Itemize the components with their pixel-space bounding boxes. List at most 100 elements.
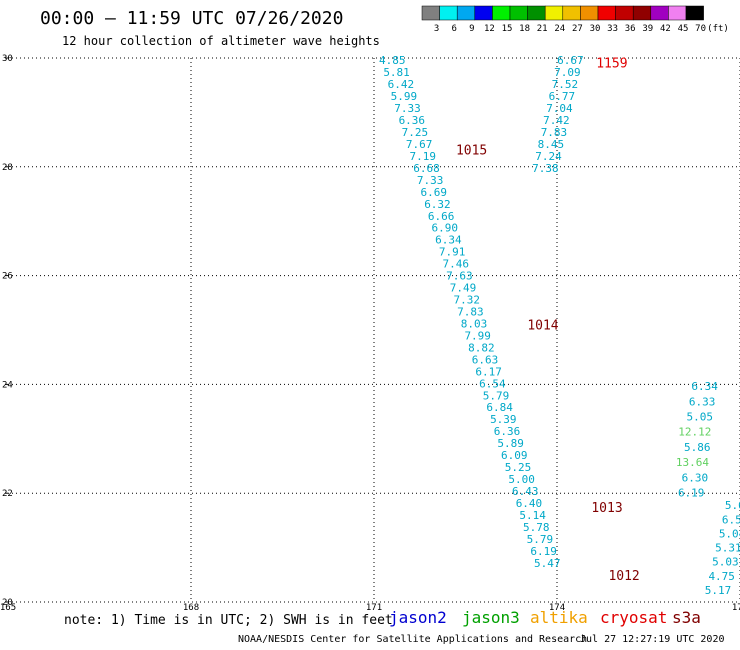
- footer-note: note: 1) Time is in UTC; 2) SWH is in fe…: [64, 613, 393, 628]
- pass-time-label: 1015: [456, 143, 487, 158]
- wave-height-value: 6.19: [678, 487, 705, 500]
- legend-value: 42: [660, 24, 671, 34]
- legend-value: 45: [678, 24, 689, 34]
- wave-height-value: 6.69: [421, 186, 448, 199]
- map-subtitle: 12 hour collection of altimeter wave hei…: [62, 34, 380, 48]
- x-tick-label: 168: [183, 603, 199, 613]
- wave-height-value: 4.85: [379, 54, 406, 67]
- wave-height-value: 6.17: [475, 365, 502, 378]
- wave-height-value: 5.89: [497, 437, 524, 450]
- wave-height-value: 6.53: [722, 513, 740, 526]
- wave-height-value: 7.04: [546, 102, 573, 115]
- credit-text: NOAA/NESDIS Center for Satellite Applica…: [238, 634, 588, 645]
- wave-height-value: 7.63: [446, 270, 473, 283]
- wave-height-value: 7.09: [554, 66, 581, 79]
- wave-height-value: 4.75: [708, 570, 735, 583]
- wave-height-value: 7.99: [464, 329, 491, 342]
- y-tick-label: 20: [2, 598, 13, 608]
- legend-swatch: [474, 5, 493, 21]
- legend-swatch: [421, 5, 440, 21]
- wave-height-value: 5.61: [725, 499, 740, 512]
- wave-height-value: 6.77: [549, 90, 576, 103]
- y-tick-label: 24: [2, 380, 13, 390]
- timestamp-text: Jul 27 12:27:19 UTC 2020: [580, 634, 725, 645]
- legend-swatch: [544, 5, 564, 21]
- pass-time-label: 1014: [527, 319, 558, 334]
- wave-height-value: 6.40: [516, 497, 543, 510]
- wave-height-value: 5.81: [383, 66, 410, 79]
- wave-height-value: 6.67: [557, 54, 584, 67]
- wave-height-value: 7.49: [450, 282, 477, 295]
- wave-height-value: 13.64: [676, 456, 709, 469]
- legend-value: 70: [695, 24, 706, 34]
- legend-swatch: [527, 5, 546, 21]
- wave-height-value: 6.36: [494, 425, 521, 438]
- legend-cryosat: cryosat: [600, 608, 668, 627]
- legend-unit: (ft): [707, 24, 729, 34]
- pass-time-label: 1159: [596, 56, 627, 71]
- wave-height-value: 6.68: [413, 162, 440, 175]
- legend-swatch: [668, 5, 687, 21]
- legend-value: 6: [451, 24, 456, 34]
- x-tick-label: 177: [732, 603, 740, 613]
- wave-height-value: 6.19: [530, 545, 557, 558]
- wave-height-value: 6.42: [388, 78, 415, 91]
- legend-jason3: jason3: [462, 608, 520, 627]
- wave-height-value: 6.33: [689, 395, 716, 408]
- wave-height-value: 6.43: [512, 485, 539, 498]
- wave-height-value: 6.36: [399, 114, 426, 127]
- legend-value: 12: [484, 24, 495, 34]
- wave-height-value: 5.79: [483, 389, 510, 402]
- y-tick-label: 22: [2, 489, 13, 499]
- wave-height-value: 6.09: [501, 449, 528, 462]
- legend-swatch: [580, 5, 599, 21]
- wave-height-value: 6.34: [435, 234, 462, 247]
- wave-height-value: 7.67: [406, 138, 433, 151]
- wave-height-value: 5.17: [705, 584, 732, 597]
- wave-height-value: 5.79: [527, 533, 554, 546]
- wave-height-value: 5.47: [534, 557, 561, 570]
- wave-height-value: 5.05: [686, 410, 713, 423]
- legend-value: 21: [537, 24, 548, 34]
- legend-swatch: [615, 5, 634, 21]
- legend-swatch: [439, 5, 458, 21]
- wave-height-value: 5.86: [684, 441, 711, 454]
- legend-swatch: [685, 5, 704, 21]
- wave-height-value: 6.54: [479, 377, 506, 390]
- legend-swatch: [456, 5, 476, 21]
- x-tick-label: 171: [366, 603, 382, 613]
- wave-height-value: 7.33: [417, 174, 444, 187]
- wave-height-value: 5.00: [508, 473, 535, 486]
- legend-altika: altika: [530, 608, 588, 627]
- wave-height-value: 5.78: [523, 521, 550, 534]
- wave-height-value: 6.90: [432, 222, 459, 235]
- x-tick-label: 174: [549, 603, 565, 613]
- legend-swatch: [632, 5, 652, 21]
- legend-swatch: [509, 5, 528, 21]
- wave-height-value: 5.14: [519, 509, 546, 522]
- legend-swatch: [492, 5, 511, 21]
- legend-value: 39: [642, 24, 653, 34]
- wave-height-value: 7.46: [442, 258, 469, 271]
- wave-height-value: 7.52: [552, 78, 579, 91]
- legend-value: 24: [554, 24, 565, 34]
- wave-height-value: 6.34: [691, 380, 718, 393]
- legend-value: 3: [434, 24, 439, 34]
- wave-height-value: 8.82: [468, 341, 495, 354]
- wave-height-value: 5.31: [715, 542, 740, 555]
- legend-value: 36: [625, 24, 636, 34]
- wave-height-value: 7.25: [402, 126, 429, 139]
- legend-value: 33: [607, 24, 618, 34]
- wave-height-value: 6.66: [428, 210, 455, 223]
- legend-value: 27: [572, 24, 583, 34]
- wave-height-value: 7.83: [457, 306, 484, 319]
- wave-height-value: 5.99: [391, 90, 418, 103]
- legend-value: 30: [590, 24, 601, 34]
- wave-height-value: 7.83: [541, 126, 568, 139]
- legend-s3a: s3a: [672, 608, 701, 627]
- wave-height-value: 5.04: [719, 527, 740, 540]
- wave-height-value: 6.32: [424, 198, 451, 211]
- wave-height-value: 6.84: [486, 401, 513, 414]
- wave-height-value: 5.25: [505, 461, 532, 474]
